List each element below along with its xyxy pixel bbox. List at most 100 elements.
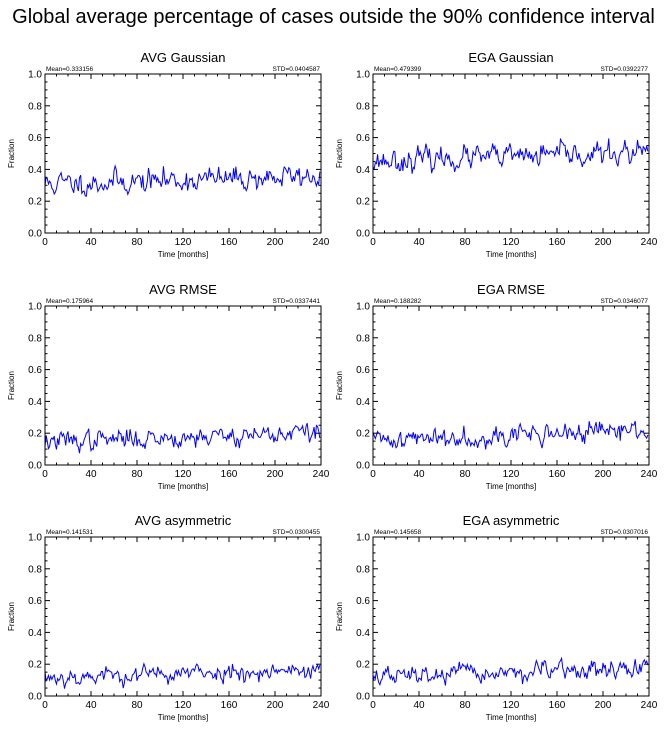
data-line-1 xyxy=(372,138,649,174)
data-line-1 xyxy=(44,422,321,454)
std-annotation: STD=0.0392277 xyxy=(600,66,648,73)
x-tick-label: 0 xyxy=(42,700,48,711)
std-annotation: STD=0.0337441 xyxy=(272,298,320,305)
x-tick-label: 160 xyxy=(221,700,238,711)
x-tick-label: 160 xyxy=(221,469,238,480)
x-tick-label: 0 xyxy=(42,469,48,480)
x-axis-label: Time [months] xyxy=(486,482,536,491)
y-tick-label: 1.0 xyxy=(356,302,370,313)
y-tick-label: 0.0 xyxy=(28,692,42,703)
x-tick-label: 120 xyxy=(175,469,192,480)
x-tick-label: 120 xyxy=(503,469,520,480)
y-tick-label: 0.4 xyxy=(28,628,42,639)
plot-frame xyxy=(372,73,650,234)
x-tick-label: 80 xyxy=(459,469,471,480)
x-tick-label: 240 xyxy=(313,237,330,248)
y-tick-label: 0.6 xyxy=(28,133,42,144)
std-annotation: STD=0.0300455 xyxy=(272,529,320,536)
mean-annotation: Mean=0.145658 xyxy=(374,529,422,536)
mean-annotation: Mean=0.333156 xyxy=(46,66,94,73)
y-tick-label: 0.0 xyxy=(356,692,370,703)
mean-annotation: Mean=0.175964 xyxy=(46,298,94,305)
y-tick-label: 1.0 xyxy=(28,533,42,544)
x-tick-label: 240 xyxy=(641,469,658,480)
y-axis-label: Fraction xyxy=(335,371,344,400)
x-tick-label: 120 xyxy=(503,700,520,711)
y-tick-label: 0.6 xyxy=(28,365,42,376)
chart-title: AVG asymmetric xyxy=(135,513,232,528)
x-tick-label: 200 xyxy=(267,700,284,711)
x-tick-label: 240 xyxy=(313,469,330,480)
y-axis-label: Fraction xyxy=(7,371,16,400)
chart-panel-2: EGA Gaussian Mean=0.479399 STD=0.0392277 0 4… xyxy=(335,50,658,259)
x-axis-label: Time [months] xyxy=(486,250,536,259)
x-tick-label: 160 xyxy=(549,469,566,480)
x-tick-label: 0 xyxy=(370,700,376,711)
chart-panel-3: AVG RMSE Mean=0.175964 STD=0.0337441 0 40 80 1… xyxy=(7,282,330,491)
y-axis-label: Fraction xyxy=(335,602,344,631)
x-tick-label: 160 xyxy=(221,237,238,248)
x-tick-label: 40 xyxy=(85,237,97,248)
data-line-1 xyxy=(372,656,649,686)
chart-title: EGA RMSE xyxy=(477,282,545,297)
std-annotation: STD=0.0346077 xyxy=(600,298,648,305)
x-tick-label: 200 xyxy=(595,469,612,480)
y-tick-label: 0.6 xyxy=(356,596,370,607)
x-tick-label: 120 xyxy=(503,237,520,248)
y-tick-label: 1.0 xyxy=(28,302,42,313)
x-tick-label: 120 xyxy=(175,700,192,711)
y-tick-label: 0.8 xyxy=(356,333,370,344)
y-axis-label: Fraction xyxy=(335,139,344,168)
y-tick-label: 0.4 xyxy=(356,397,370,408)
x-tick-label: 160 xyxy=(549,700,566,711)
y-tick-label: 0.0 xyxy=(28,461,42,472)
data-line-1 xyxy=(44,164,321,197)
y-tick-label: 0.6 xyxy=(356,133,370,144)
y-tick-label: 0.4 xyxy=(28,397,42,408)
chart-title: AVG RMSE xyxy=(149,282,217,297)
x-tick-label: 80 xyxy=(131,700,143,711)
data-line-1 xyxy=(44,662,321,689)
chart-panel-5: AVG asymmetric Mean=0.141531 STD=0.0300455… xyxy=(7,513,330,722)
y-tick-label: 1.0 xyxy=(356,70,370,81)
x-tick-label: 240 xyxy=(313,700,330,711)
plot-frame xyxy=(44,305,322,466)
std-annotation: STD=0.0404587 xyxy=(272,66,320,73)
plot-frame xyxy=(44,73,322,234)
x-tick-label: 0 xyxy=(370,237,376,248)
y-tick-label: 0.4 xyxy=(356,165,370,176)
y-tick-label: 0.8 xyxy=(356,564,370,575)
figure-title: Global average percentage of cases outsi… xyxy=(12,6,655,28)
y-tick-label: 0.4 xyxy=(28,165,42,176)
chart-panel-6: EGA asymmetric Mean=0.145658 STD=0.0307016… xyxy=(335,513,658,722)
y-axis-label: Fraction xyxy=(7,139,16,168)
x-tick-label: 0 xyxy=(370,469,376,480)
x-tick-label: 240 xyxy=(641,700,658,711)
y-tick-label: 0.4 xyxy=(356,628,370,639)
x-axis-label: Time [months] xyxy=(158,482,208,491)
mean-annotation: Mean=0.188282 xyxy=(374,298,422,305)
x-axis-label: Time [months] xyxy=(158,250,208,259)
y-tick-label: 1.0 xyxy=(28,70,42,81)
x-tick-label: 200 xyxy=(267,237,284,248)
chart-panel-1: AVG Gaussian Mean=0.333156 STD=0.0404587 0 4… xyxy=(7,50,330,259)
x-tick-label: 200 xyxy=(267,469,284,480)
y-tick-label: 0.0 xyxy=(356,229,370,240)
x-tick-label: 200 xyxy=(595,237,612,248)
y-tick-label: 0.0 xyxy=(28,229,42,240)
x-tick-label: 80 xyxy=(131,237,143,248)
y-tick-label: 0.8 xyxy=(28,101,42,112)
y-tick-label: 0.2 xyxy=(356,197,370,208)
chart-title: EGA Gaussian xyxy=(468,50,553,65)
x-tick-label: 0 xyxy=(42,237,48,248)
x-tick-label: 80 xyxy=(459,700,471,711)
plot-frame xyxy=(372,305,650,466)
x-axis-label: Time [months] xyxy=(486,713,536,722)
chart-panel-4: EGA RMSE Mean=0.188282 STD=0.0346077 0 40 80 1… xyxy=(335,282,658,491)
data-line-1 xyxy=(372,420,649,450)
chart-title: EGA asymmetric xyxy=(463,513,560,528)
x-tick-label: 160 xyxy=(549,237,566,248)
y-tick-label: 0.8 xyxy=(28,333,42,344)
x-axis-label: Time [months] xyxy=(158,713,208,722)
